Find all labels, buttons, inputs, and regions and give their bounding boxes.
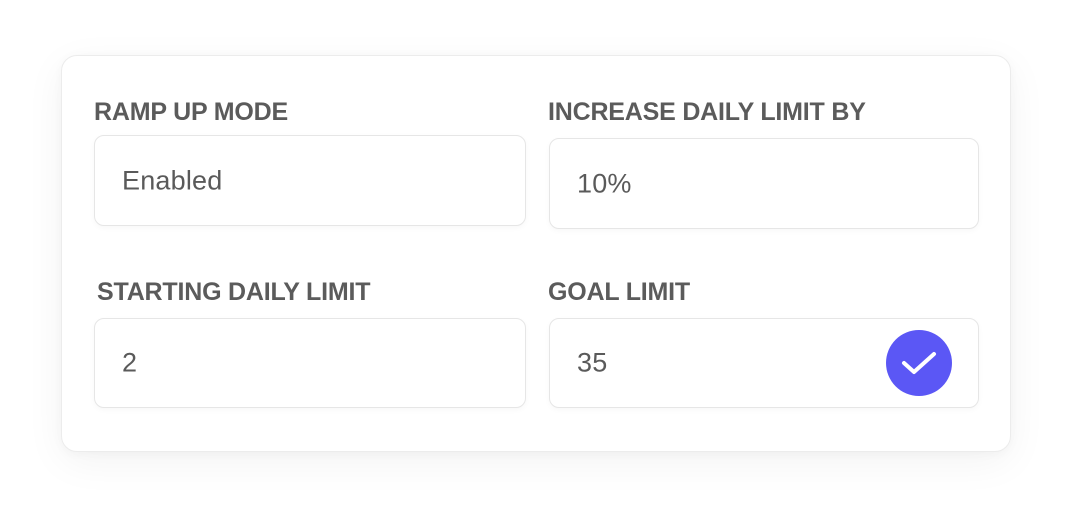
ramp-up-mode-label: RAMP UP MODE: [94, 98, 288, 126]
goal-limit-label: GOAL LIMIT: [548, 278, 690, 306]
ramp-up-mode-value: Enabled: [122, 165, 223, 195]
increase-daily-limit-field[interactable]: 10%: [549, 138, 979, 229]
starting-daily-limit-field[interactable]: 2: [94, 318, 526, 408]
confirm-goal-limit-button[interactable]: [886, 330, 952, 396]
goal-limit-field[interactable]: 35: [549, 318, 979, 408]
check-icon: [902, 352, 936, 374]
starting-daily-limit-label: STARTING DAILY LIMIT: [97, 278, 371, 306]
ramp-up-mode-field[interactable]: Enabled: [94, 135, 526, 226]
ramp-up-settings-card: RAMP UP MODE Enabled INCREASE DAILY LIMI…: [61, 55, 1011, 452]
goal-limit-value: 35: [577, 347, 608, 378]
starting-daily-limit-value: 2: [122, 347, 138, 378]
increase-daily-limit-value: 10%: [577, 168, 632, 198]
increase-daily-limit-label: INCREASE DAILY LIMIT BY: [548, 98, 866, 126]
